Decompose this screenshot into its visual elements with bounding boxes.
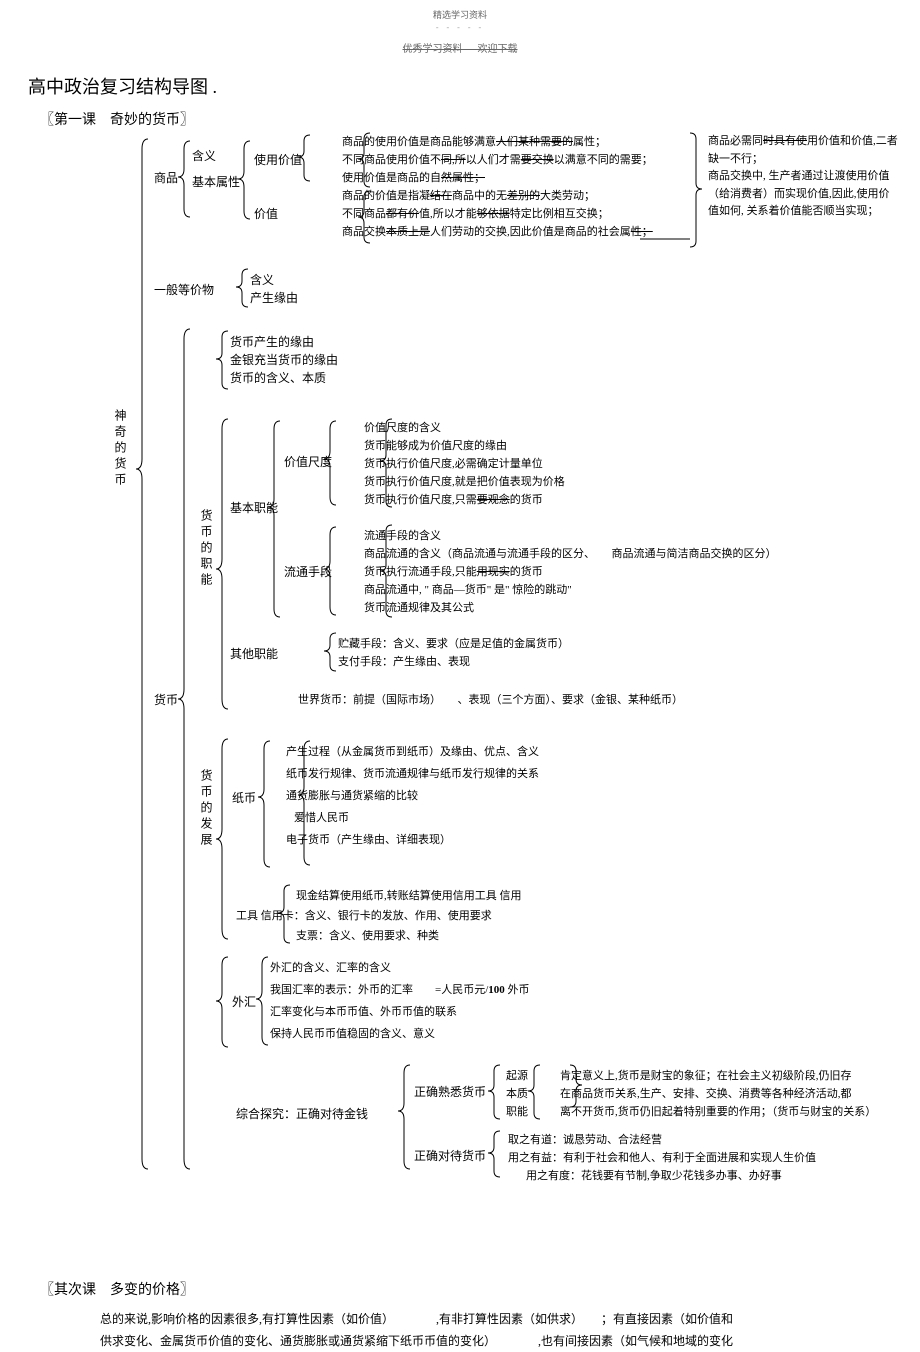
currency-label: 货币 [154,691,178,708]
currency-origin-1: 货币产生的缘由 [230,333,314,350]
correct-know-label: 正确熟悉货币 [414,1083,486,1100]
forex-label: 外汇 [232,993,256,1010]
paper-l5: 电子货币（产生缘由、详细表现） [286,831,451,847]
know-k1: 肯定意义上,货币是财宝的象征；在社会主义初级阶段,仍旧存 [560,1067,852,1083]
paper-label: 纸币 [232,789,256,806]
uv-line2: 不同商品使用价值不同,所以人们才需要交换以满意不同的需要； [342,151,653,167]
treat-t2: 用之有益：有利于社会和他人、有利于全面进展和实现人生价值 [508,1149,816,1165]
forex-l3: 汇率变化与本币币值、外币币值的联系 [270,1003,457,1019]
other-l1: 贮藏手段：含义、要求（应是足值的金属货币） [338,635,569,651]
value-label: 价值 [254,205,278,222]
know-essence: 本质 [506,1085,528,1101]
lesson2-title: 〖其次课 多变的价格〗 [40,1279,920,1299]
vs-l1: 价值尺度的含义 [364,419,441,435]
v-line1: 商品的价值是指凝结在商品中的无差别的大类劳动； [342,187,595,203]
correct-treat-label: 正确对待货币 [414,1147,486,1164]
commodity-meaning: 含义 [192,147,216,164]
general-eq-meaning: 含义 [250,271,274,288]
vs-l5: 货币执行价值尺度,只需要观念的货币 [364,491,543,507]
paper-l2: 纸币发行规律、货币流通规律与纸币发行规律的关系 [286,765,539,781]
forex-l4: 保持人民币币值稳固的含义、意义 [270,1025,435,1041]
comprehensive-label: 综合探究：正确对待金钱 [236,1105,368,1122]
vs-l2: 货币能够成为价值尺度的缘由 [364,437,507,453]
commodity-note: 商品必需同时具有使用价值和价值,二者缺一不行；商品交换中, 生产者通过让渡使用价… [708,133,900,221]
know-k3: 离不开货币,货币仍旧起着特别重要的作用；（货币与财宝的关系） [560,1103,876,1119]
circ-l3: 货币执行流通手段,只能用现实的货币 [364,563,543,579]
commodity-basic-attr: 基本属性 [192,173,240,190]
forex-l2: 我国汇率的表示：外币的汇率 =人民币元/100 外币 [270,981,530,997]
main-title: 高中政治复习结构导图 . [28,73,920,99]
uv-line3: 使用价值是商品的自然属性； [342,169,485,185]
lesson2-line1: 总的来说,影响价格的因素很多,有打算性因素（如价值） ,有非打算性因素（如供求）… [100,1309,920,1331]
circ-l5: 货币流通规律及其公式 [364,599,474,615]
vs-l4: 货币执行价值尺度,就是把价值表现为价格 [364,473,565,489]
other-l2: 支付手段：产生缘由、表现 [338,653,470,669]
tools-l1: 现金结算使用纸币,转账结算使用信用工具 信用 [296,887,522,903]
tools-l3: 支票：含义、使用要求、种类 [296,927,439,943]
v-line2: 不同商品都有价值,所以才能够依据特定比例相互交换； [342,205,609,221]
general-eq-origin: 产生缘由 [250,289,298,306]
circ-l1: 流通手段的含义 [364,527,441,543]
lesson2-line2: 供求变化、金属货币价值的变化、通货膨胀或通货紧缩下纸币币值的变化） ,也有间接因… [100,1331,920,1352]
paper-l1: 产生过程（从金属货币到纸币）及缘由、优点、含义 [286,743,539,759]
know-k2: 在商品货币关系,生产、安排、交换、消费等各种经济活动,都 [560,1085,852,1101]
paper-l4: 爱惜人民币 [294,809,349,825]
development-label: 货币的发展 [198,769,215,849]
forex-l1: 外汇的含义、汇率的含义 [270,959,391,975]
lesson1-diagram: 神奇的货币 商品 含义 基本属性 使用价值 价值 商品的使用价值是商品能够满意人… [40,129,920,1189]
uv-line1: 商品的使用价值是商品能够满意人们某种需要的属性； [342,133,606,149]
lesson2-body: 总的来说,影响价格的因素很多,有打算性因素（如价值） ,有非打算性因素（如供求）… [100,1309,920,1352]
vs-l3: 货币执行价值尺度,必需确定计量单位 [364,455,543,471]
basic-functions: 基本职能 [230,499,278,516]
header-dashes: - - - - - [0,23,920,32]
tools-l2: 工具 信用卡：含义、银行卡的发放、作用、使用要求 [236,907,492,923]
currency-origin-3: 货币的含义、本质 [230,369,326,386]
header-small-label: 精选学习资料 [0,0,920,21]
world-currency: 世界货币：前提（国际市场） 、表现（三个方面）、要求（金银、某种纸币） [298,691,683,707]
v-line3: 商品交换本质上是人们劳动的交换,因此价值是商品的社会属性； [342,223,653,239]
use-value-label: 使用价值 [254,151,302,168]
root-label: 神奇的货币 [112,409,129,489]
circ-l4: 商品流通中, " 商品—货币" 是" 惊险的跳动" [364,581,572,597]
paper-l3: 通货膨胀与通货紧缩的比较 [286,787,418,803]
circ-l2: 商品流通的含义（商品流通与流通手段的区分、 商品流通与简洁商品交换的区分） [364,545,777,561]
header-strike-label: 优秀学习资料- - -欢迎下载 [0,40,920,55]
lesson1-title: 〖第一课 奇妙的货币〗 [40,109,920,129]
know-origin: 起源 [506,1067,528,1083]
currency-origin-2: 金银充当货币的缘由 [230,351,338,368]
treat-t1: 取之有道：诚恳劳动、合法经营 [508,1131,662,1147]
treat-t3: 用之有度：花钱要有节制,争取少花钱多办事、办好事 [526,1167,782,1183]
functions-label: 货币的职能 [198,509,215,589]
value-scale-label: 价值尺度 [284,453,332,470]
know-function: 职能 [506,1103,528,1119]
general-eq-label: 一般等价物 [154,281,214,298]
circulation-label: 流通手段 [284,563,332,580]
commodity-label: 商品 [154,169,178,186]
other-func-label: 其他职能 [230,645,278,662]
